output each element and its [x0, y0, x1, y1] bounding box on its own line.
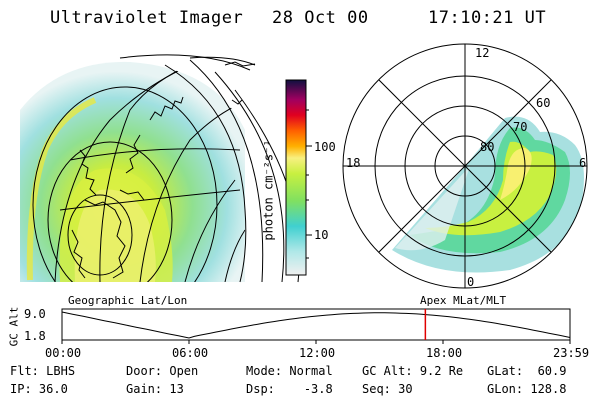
orbit-y-axis-title: GC Alt: [7, 306, 21, 347]
mlat-label-70: 70: [513, 120, 528, 134]
status-door: Door: Open: [126, 364, 199, 378]
orbit-y-top: 9.0: [24, 307, 46, 321]
orbit-x-tick-0000: 00:00: [45, 346, 82, 360]
geographic-image: [20, 54, 301, 283]
status-dsp: Dsp: -3.8: [246, 382, 333, 396]
orbit-x-tick-1800: 18:00: [426, 346, 463, 360]
date-label: 28 Oct 00: [272, 8, 369, 28]
mlt-label-0: 0: [467, 275, 475, 289]
orbit-x-tick-2359: 23:59: [553, 346, 590, 360]
orbit-x-tick-1200: 12:00: [299, 346, 336, 360]
time-label: 17:10:21 UT: [428, 8, 547, 28]
mlt-label-18: 18: [346, 156, 361, 170]
colorbar-tick-10: 10: [314, 228, 329, 242]
polar-plot: [342, 43, 588, 289]
status-flt: Flt: LBHS: [10, 364, 76, 378]
apex-panel-label: Apex MLat/MLT: [420, 294, 507, 307]
orbit-y-bottom: 1.8: [24, 329, 46, 343]
status-glat: GLat: 60.9: [487, 364, 567, 378]
mlt-label-12: 12: [475, 46, 490, 60]
colorbar-tick-100: 100: [314, 140, 336, 154]
orbit-altitude-curve: [61, 311, 571, 339]
colorbar: [285, 79, 312, 276]
status-gc-alt: GC Alt: 9.2 Re: [362, 364, 464, 378]
status-mode: Mode: Normal: [246, 364, 333, 378]
status-ip: IP: 36.0: [10, 382, 68, 396]
orbit-x-tick-0600: 06:00: [172, 346, 209, 360]
status-gain: Gain: 13: [126, 382, 184, 396]
instrument-title: Ultraviolet Imager: [50, 8, 244, 28]
mlt-label-6: 6: [579, 156, 587, 170]
mlat-label-60: 60: [536, 96, 551, 110]
orbit-plot: [61, 308, 571, 344]
status-seq: Seq: 30: [362, 382, 413, 396]
geographic-panel-label: Geographic Lat/Lon: [68, 294, 188, 307]
colorbar-unit-label: photon cm⁻²s⁻¹: [261, 139, 276, 241]
status-glon: GLon: 128.8: [487, 382, 567, 396]
mlat-label-80: 80: [480, 140, 495, 154]
